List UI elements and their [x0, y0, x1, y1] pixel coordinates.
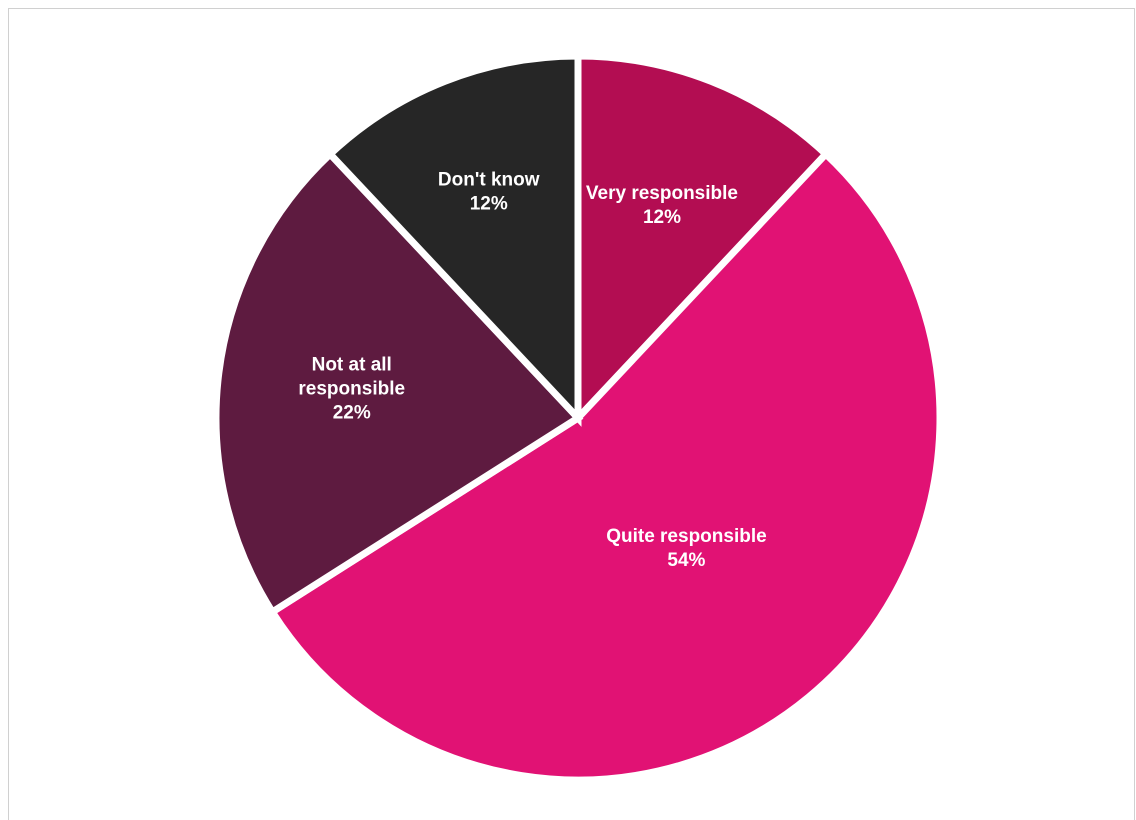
slice-category-label: Very responsible: [586, 183, 738, 204]
slice-value-label: 12%: [470, 194, 508, 215]
slice-category-label: Not at all: [312, 354, 392, 375]
slice-category-label: Don't know: [438, 170, 540, 191]
slice-label-2: Not at all responsible 22%: [298, 354, 405, 423]
slice-label-0: Very responsible 12%: [586, 183, 738, 228]
pie-slice-2: [212, 149, 584, 617]
slice-category-label: Quite responsible: [606, 526, 766, 547]
slice-label-3: Don't know 12%: [438, 170, 540, 215]
pie-slice-3: [325, 52, 582, 427]
slice-value-label: 22%: [333, 402, 371, 423]
slice-value-label: 12%: [643, 207, 681, 228]
pie-slice-1: [267, 149, 944, 784]
slice-label-1: Quite responsible 54%: [606, 526, 766, 571]
pie-slices: [212, 52, 944, 784]
pie-labels: Very responsible 12% Quite responsible 54% N…: [298, 170, 766, 572]
pie-slice-0: [574, 52, 831, 427]
slice-category-label: responsible: [298, 378, 405, 399]
slice-value-label: 54%: [667, 550, 705, 571]
